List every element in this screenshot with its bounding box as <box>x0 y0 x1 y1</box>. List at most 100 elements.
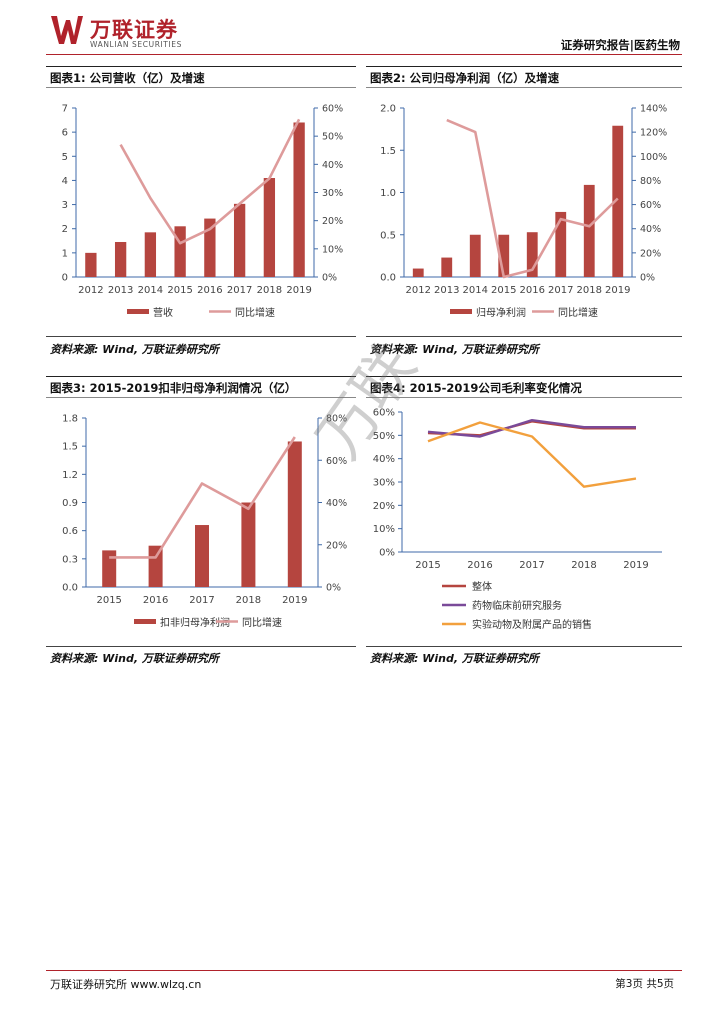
company-logo: 万联证券 WANLIAN SECURITIES <box>50 14 200 49</box>
left-tick-label: 20% <box>373 501 395 512</box>
bar-2014 <box>144 232 157 277</box>
legend-bar-swatch <box>450 309 472 314</box>
chart3-title-bar: 图表3: 2015-2019扣非归母净利润情况（亿） <box>46 376 356 398</box>
right-tick-label: 40% <box>326 498 347 509</box>
bar-2015 <box>102 550 117 587</box>
right-tick-label: 40% <box>322 160 343 171</box>
legend-bar-swatch <box>127 309 149 314</box>
left-tick-label: 3 <box>62 200 68 211</box>
bar-2015 <box>498 234 510 277</box>
right-tick-label: 60% <box>322 104 343 115</box>
right-tick-label: 0% <box>640 273 655 284</box>
chart2-source: 资料来源: Wind, 万联证券研究所 <box>370 343 539 356</box>
chart4-source: 资料来源: Wind, 万联证券研究所 <box>370 652 539 665</box>
bar-2016 <box>526 232 538 277</box>
brand-name-en: WANLIAN SECURITIES <box>90 40 183 49</box>
left-tick-label: 30% <box>373 478 395 489</box>
x-tick-label: 2016 <box>520 285 545 296</box>
x-tick-label: 2017 <box>227 285 252 296</box>
x-tick-label: 2019 <box>282 595 307 606</box>
x-tick-label: 2014 <box>463 285 488 296</box>
bar-2015 <box>174 226 186 277</box>
left-tick-label: 1.2 <box>62 470 78 481</box>
chart4-gross-margin: 0% 10% 20% 30% 40% 50% 60% 2015 2016 2017 2018 2019… <box>373 408 662 631</box>
right-tick-label: 80% <box>326 414 347 425</box>
x-tick-label: 2012 <box>406 285 431 296</box>
chart2-source-rule <box>366 336 682 337</box>
left-tick-label: 1.5 <box>62 442 78 453</box>
left-tick-label: 0 <box>62 273 68 284</box>
growth-line <box>109 436 296 559</box>
right-tick-label: 80% <box>640 176 661 187</box>
right-tick-label: 120% <box>640 128 667 139</box>
right-tick-label: 10% <box>322 244 343 255</box>
chart4-title-bar: 图表4: 2015-2019公司毛利率变化情况 <box>366 376 682 398</box>
report-type: 证券研究报告|医药生物 <box>560 38 680 52</box>
left-tick-label: 0% <box>379 548 395 559</box>
legend-label-2: 实验动物及附属产品的销售 <box>472 618 592 631</box>
chart1-title: 图表1: 公司营收（亿）及增速 <box>50 71 205 85</box>
bar-2012 <box>412 268 424 277</box>
footer-website: 万联证券研究所 www.wlzq.cn <box>50 978 202 991</box>
right-tick-label: 50% <box>322 132 343 143</box>
bar-2016 <box>148 545 163 587</box>
bar-2019 <box>287 441 302 587</box>
left-tick-label: 0.3 <box>62 554 78 565</box>
chart1-title-bar: 图表1: 公司营收（亿）及增速 <box>46 66 356 88</box>
bar-2016 <box>204 218 216 277</box>
page-number: 第3页 共5页 <box>615 978 674 990</box>
brand-name-cn: 万联证券 <box>90 18 178 42</box>
chart3-source: 资料来源: Wind, 万联证券研究所 <box>50 652 219 665</box>
legend-bar-label: 扣非归母净利润 <box>160 616 230 629</box>
right-tick-label: 100% <box>640 152 667 163</box>
left-tick-label: 5 <box>62 152 68 163</box>
bar-2017 <box>195 525 209 587</box>
chart4-title: 图表4: 2015-2019公司毛利率变化情况 <box>370 381 582 395</box>
left-tick-label: 4 <box>62 176 68 187</box>
left-tick-label: 6 <box>62 128 68 139</box>
left-tick-label: 2 <box>62 224 68 235</box>
x-tick-label: 2016 <box>467 560 492 571</box>
footer-divider <box>46 970 682 971</box>
bar-2013 <box>441 257 453 277</box>
x-tick-label: 2018 <box>571 560 596 571</box>
x-tick-label: 2017 <box>548 285 573 296</box>
x-tick-label: 2013 <box>434 285 459 296</box>
chart1-source-rule <box>46 336 356 337</box>
chart1-source: 资料来源: Wind, 万联证券研究所 <box>50 343 219 356</box>
right-tick-label: 60% <box>326 456 347 467</box>
chart2-title: 图表2: 公司归母净利润（亿）及增速 <box>370 71 560 85</box>
right-tick-label: 40% <box>640 224 661 235</box>
right-tick-label: 140% <box>640 104 667 115</box>
left-tick-label: 0.6 <box>62 526 78 537</box>
left-tick-label: 0.9 <box>62 498 78 509</box>
x-tick-label: 2018 <box>257 285 282 296</box>
legend-line-label: 同比增速 <box>558 306 598 319</box>
legend-label-0: 整体 <box>472 580 492 593</box>
chart3-source-rule <box>46 646 356 647</box>
right-tick-label: 30% <box>322 188 343 199</box>
x-tick-label: 2013 <box>108 285 133 296</box>
left-tick-label: 1.0 <box>380 188 396 199</box>
bar-2018 <box>263 178 276 277</box>
right-tick-label: 20% <box>326 540 347 551</box>
x-tick-label: 2014 <box>138 285 163 296</box>
legend-bar-label: 营收 <box>153 306 173 319</box>
x-tick-label: 2019 <box>623 560 648 571</box>
right-tick-label: 0% <box>322 273 337 284</box>
bar-2014 <box>469 234 481 277</box>
chart2-net-profit: 0.0 0.5 1.0 1.5 2.0 0% 20% 40% 60% 80% 100% 120% 140… <box>380 104 667 320</box>
growth-line <box>119 118 301 245</box>
bar-2019 <box>293 122 305 277</box>
right-tick-label: 60% <box>640 200 661 211</box>
left-tick-label: 0.0 <box>380 273 396 284</box>
bar-2017 <box>555 211 567 277</box>
x-tick-label: 2019 <box>605 285 630 296</box>
right-tick-label: 20% <box>322 216 343 227</box>
x-tick-label: 2016 <box>197 285 222 296</box>
x-tick-label: 2019 <box>286 285 311 296</box>
left-tick-label: 50% <box>373 431 395 442</box>
x-tick-label: 2018 <box>236 595 261 606</box>
bar-2018 <box>583 184 595 277</box>
bar-2013 <box>114 241 127 277</box>
